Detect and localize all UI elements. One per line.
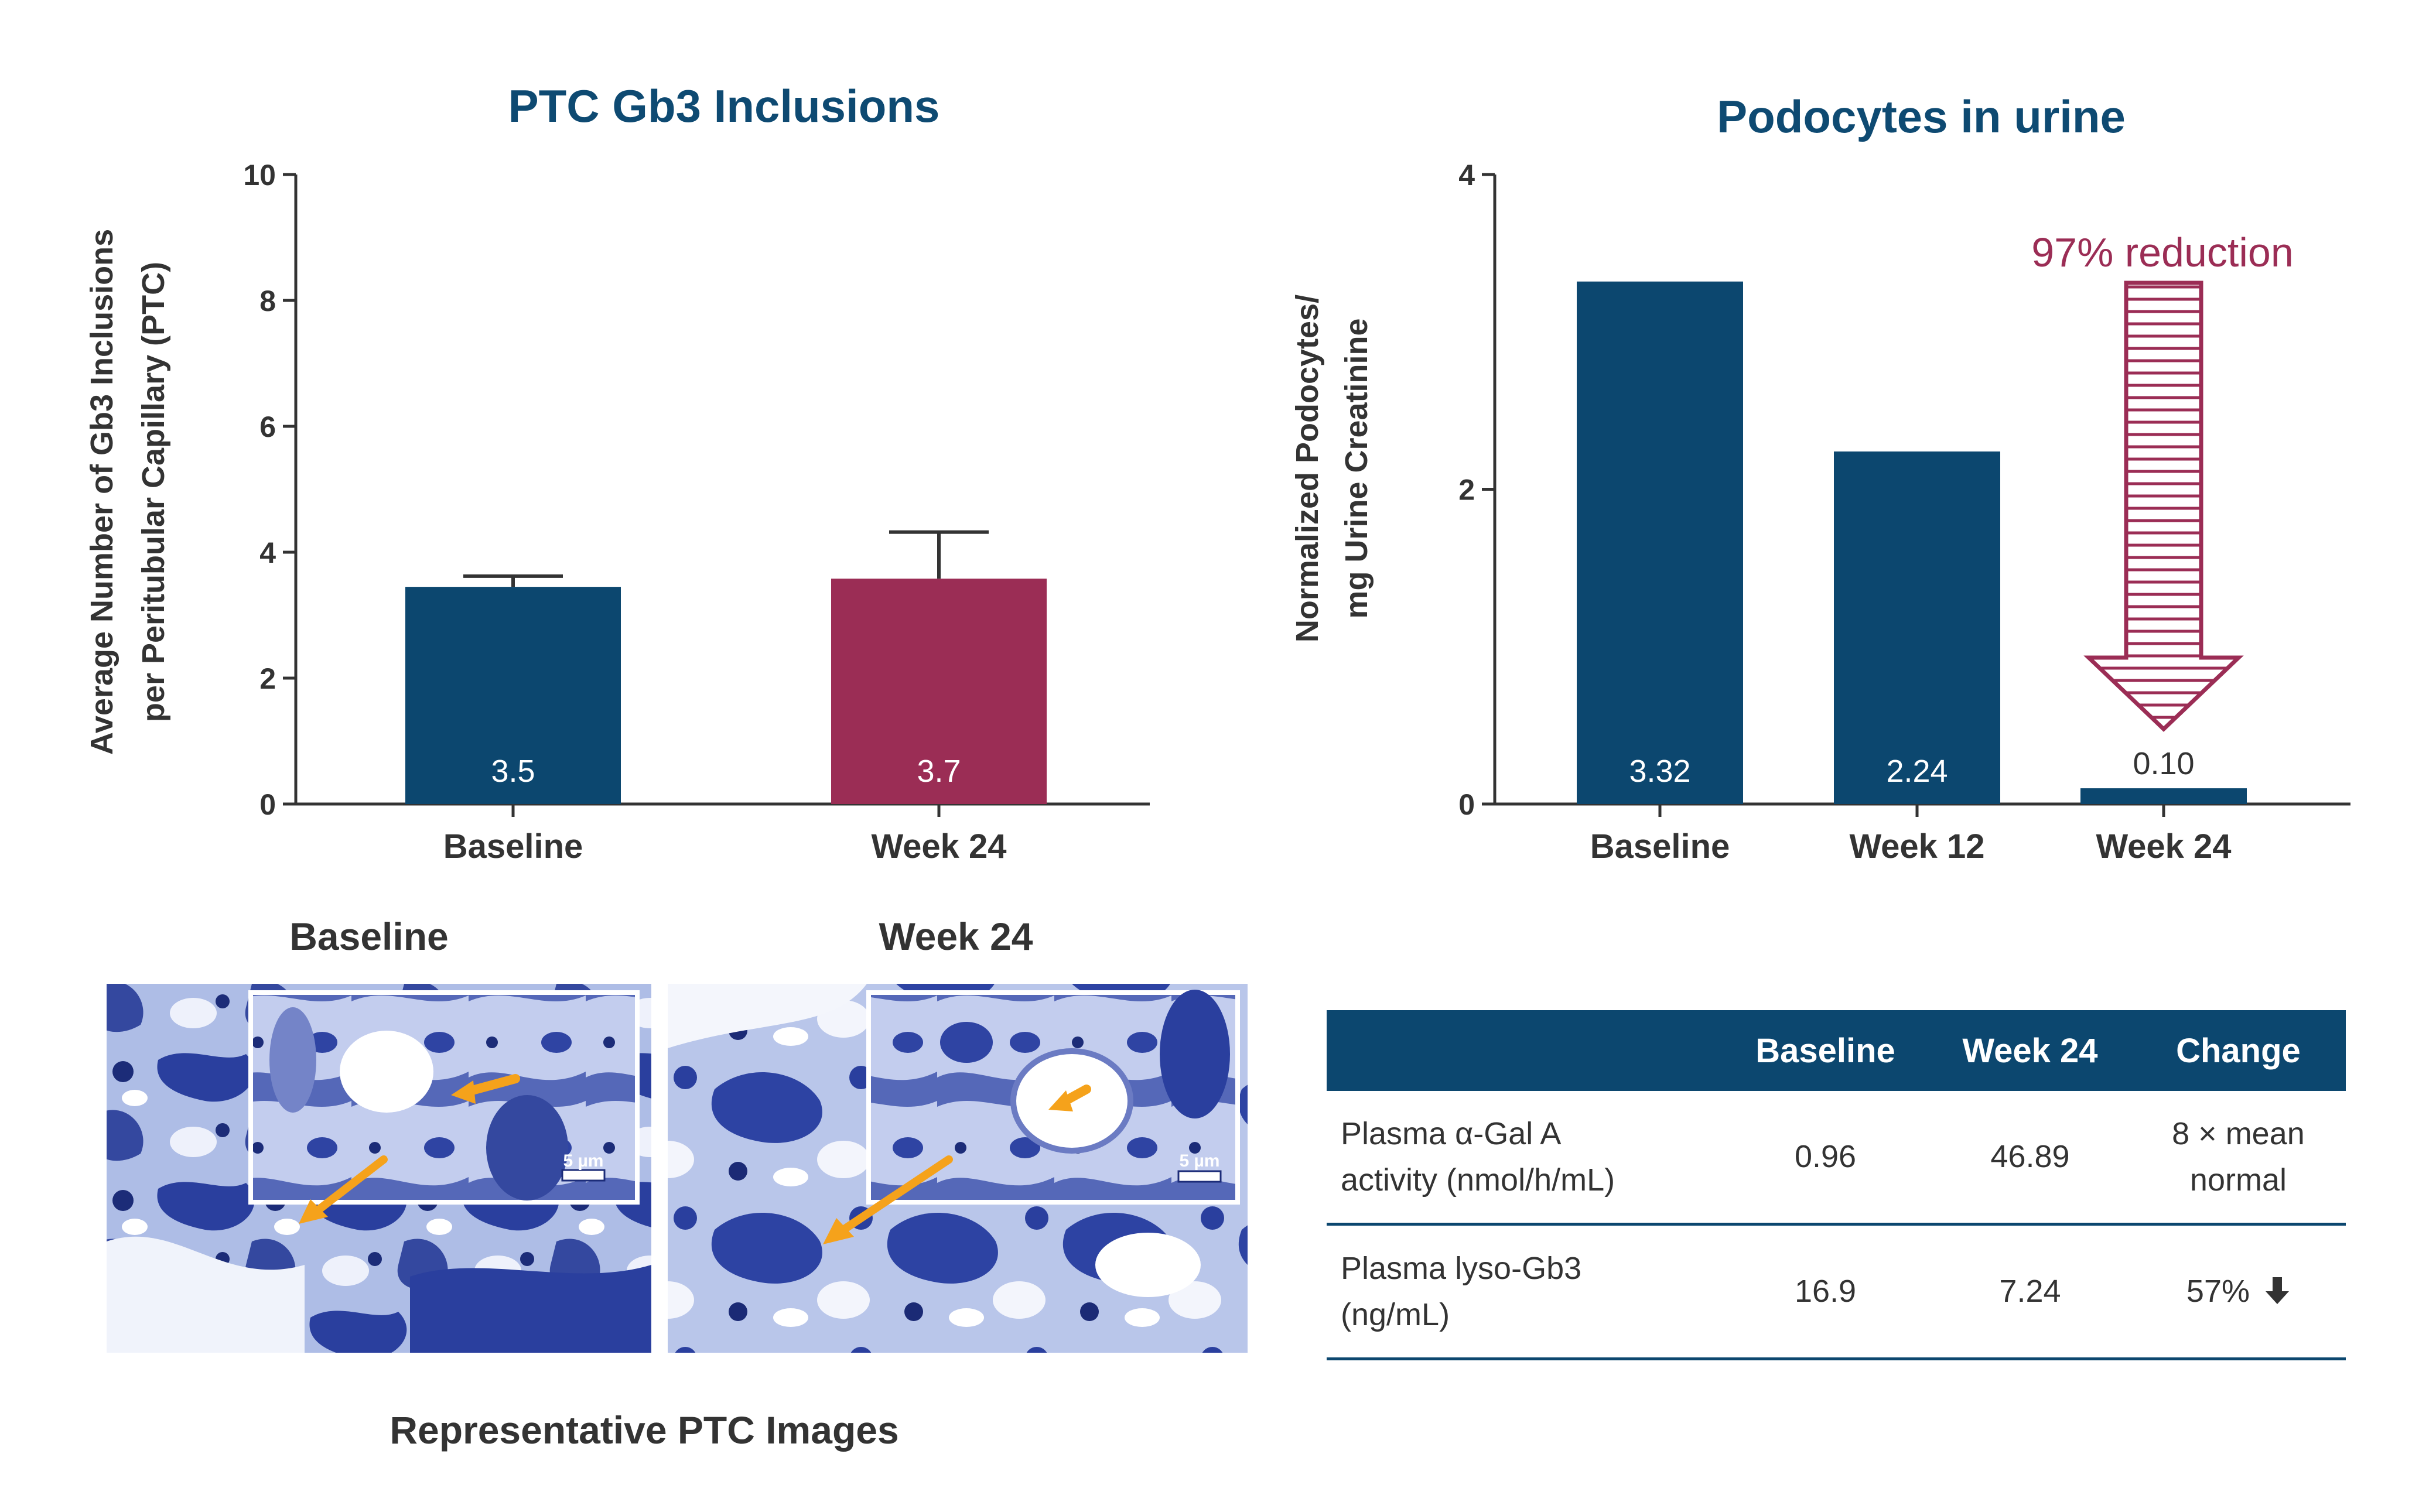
category-labels: Baseline Week 24 xyxy=(443,827,1007,866)
scale-bar-label: 5 µm xyxy=(1180,1151,1220,1171)
cell-change: 57% xyxy=(2130,1224,2346,1360)
row-label-line1: Plasma lyso-Gb3 xyxy=(1341,1251,1582,1287)
bar-value-label: 0.10 xyxy=(2133,746,2194,781)
bar-value-labels: 3.32 2.24 0.10 xyxy=(1629,746,2194,789)
bar-value-label: 2.24 xyxy=(1886,754,1948,789)
image-label-baseline: Baseline xyxy=(289,915,448,958)
image-label-week24: Week 24 xyxy=(879,915,1033,958)
chart-title: Podocytes in urine xyxy=(1717,91,2126,142)
bars xyxy=(405,579,1047,804)
y-axis-label-line2: per Peritubular Capillary (PTC) xyxy=(136,262,171,722)
bar xyxy=(1834,451,2000,804)
table-header-blank xyxy=(1327,1010,1721,1091)
y-tick-label: 8 xyxy=(259,285,276,317)
category-label: Week 24 xyxy=(871,827,1006,866)
category-label: Week 24 xyxy=(2096,827,2231,866)
podocytes-chart: Podocytes in urine Normalized Podocytes/… xyxy=(1290,91,2350,866)
table-header-week24: Week 24 xyxy=(1929,1010,2131,1091)
bar-value-label: 3.7 xyxy=(917,754,961,789)
chart-title: PTC Gb3 Inclusions xyxy=(508,80,940,132)
y-ticks: 0 2 4 xyxy=(1458,159,1495,821)
row-label-line2: activity (nmol/h/mL) xyxy=(1341,1162,1615,1198)
table-header-row: Baseline Week 24 Change xyxy=(1327,1010,2346,1091)
row-label-line1: Plasma α-Gal A xyxy=(1341,1116,1562,1152)
table-header-baseline: Baseline xyxy=(1721,1010,1930,1091)
week24-micrograph: 5 µm xyxy=(668,984,1248,1353)
change-value: 57% xyxy=(2186,1274,2250,1309)
y-tick-label: 10 xyxy=(243,159,276,191)
y-tick-label: 0 xyxy=(259,788,276,821)
bar-value-label: 3.5 xyxy=(491,754,535,789)
reduction-arrow-icon xyxy=(2083,280,2244,732)
down-arrow-icon xyxy=(2266,1277,2290,1305)
change-line2: normal xyxy=(2189,1162,2287,1198)
y-tick-label: 4 xyxy=(259,536,276,569)
y-tick-label: 2 xyxy=(259,662,276,695)
bar-value-labels: 3.5 3.7 xyxy=(491,754,961,789)
row-label-line2: (ng/mL) xyxy=(1341,1297,1450,1332)
error-bars xyxy=(463,530,989,587)
bar xyxy=(2080,788,2247,804)
y-axis-label-line1: Normalized Podocytes/ xyxy=(1290,295,1325,642)
ptc-gb3-chart: PTC Gb3 Inclusions Average Number of Gb3… xyxy=(84,80,1150,866)
bar xyxy=(405,587,621,804)
cell-baseline: 16.9 xyxy=(1721,1224,1930,1360)
category-label: Baseline xyxy=(443,827,583,866)
y-tick-label: 0 xyxy=(1458,788,1475,821)
cell-week24: 7.24 xyxy=(1929,1224,2131,1360)
cell-change: 8 × mean normal xyxy=(2130,1091,2346,1226)
cell-baseline: 0.96 xyxy=(1721,1091,1930,1226)
ptc-images-section: Baseline Week 24 5 µm 5 µm Representativ… xyxy=(107,915,1248,1452)
bar xyxy=(1577,281,1743,804)
y-tick-label: 4 xyxy=(1458,159,1475,191)
bars xyxy=(1577,281,2247,804)
y-tick-label: 6 xyxy=(259,411,276,443)
table-row: Plasma lyso-Gb3 (ng/mL) 16.9 7.24 57% xyxy=(1327,1224,2346,1360)
scale-bar-label: 5 µm xyxy=(563,1151,604,1171)
bar-value-label: 3.32 xyxy=(1629,754,1690,789)
images-caption: Representative PTC Images xyxy=(390,1408,898,1452)
y-tick-label: 2 xyxy=(1458,474,1475,507)
change-line1: 8 × mean xyxy=(2172,1116,2305,1152)
row-label: Plasma α-Gal A activity (nmol/h/mL) xyxy=(1327,1091,1721,1226)
baseline-micrograph: 5 µm xyxy=(107,984,651,1353)
summary-table: Baseline Week 24 Change Plasma α-Gal A a… xyxy=(1327,1010,2346,1360)
table-header-change: Change xyxy=(2130,1010,2346,1091)
y-axis-label-line1: Average Number of Gb3 Inclusions xyxy=(84,229,119,755)
cell-week24: 46.89 xyxy=(1929,1091,2131,1226)
row-label: Plasma lyso-Gb3 (ng/mL) xyxy=(1327,1224,1721,1360)
y-axis-label-line2: mg Urine Creatinine xyxy=(1339,318,1374,618)
y-ticks: 0 2 4 6 8 10 xyxy=(243,159,296,821)
category-label: Baseline xyxy=(1590,827,1730,866)
bar xyxy=(831,579,1047,804)
reduction-annotation: 97% reduction xyxy=(2031,230,2294,275)
category-labels: Baseline Week 12 Week 24 xyxy=(1590,827,2232,866)
table-row: Plasma α-Gal A activity (nmol/h/mL) 0.96… xyxy=(1327,1091,2346,1226)
category-label: Week 12 xyxy=(1849,827,1984,866)
